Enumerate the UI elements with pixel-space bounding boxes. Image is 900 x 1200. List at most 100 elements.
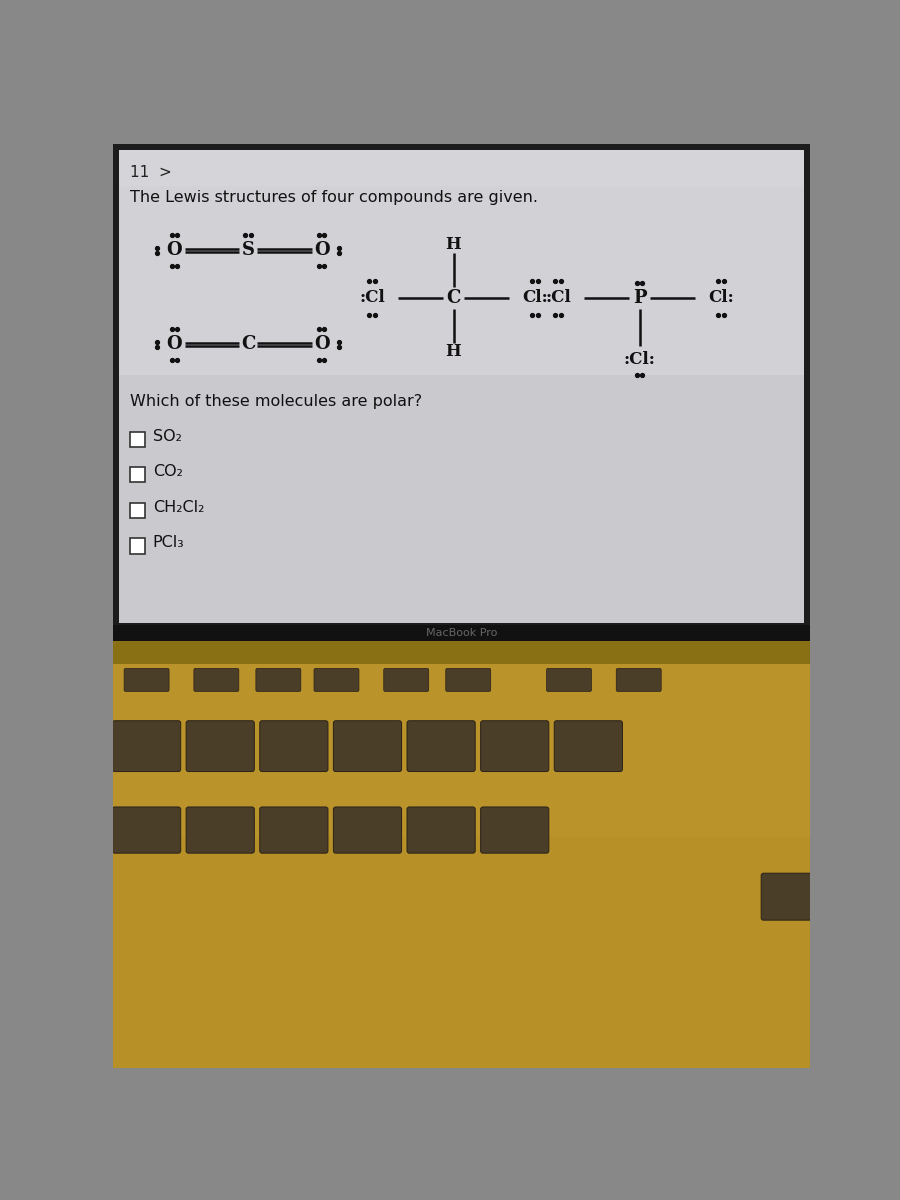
Text: :Cl:: :Cl: (624, 352, 655, 368)
FancyBboxPatch shape (194, 668, 238, 691)
Text: DII: DII (464, 672, 474, 680)
Text: %: % (216, 732, 226, 742)
FancyBboxPatch shape (333, 806, 401, 853)
FancyBboxPatch shape (481, 806, 549, 853)
Text: C: C (241, 335, 256, 353)
FancyBboxPatch shape (333, 721, 401, 772)
Bar (119, 461, 804, 485)
Text: SO₂: SO₂ (153, 430, 182, 444)
Text: O: O (166, 241, 183, 259)
FancyBboxPatch shape (260, 721, 328, 772)
FancyBboxPatch shape (616, 668, 662, 691)
Text: F7: F7 (403, 680, 411, 686)
Text: ✦: ✦ (276, 672, 283, 680)
Text: P: P (781, 890, 792, 904)
Text: 80: 80 (142, 672, 152, 680)
FancyBboxPatch shape (186, 806, 255, 853)
FancyBboxPatch shape (407, 806, 475, 853)
Text: F5: F5 (274, 680, 284, 686)
Bar (119, 184, 804, 208)
Text: Cl:: Cl: (522, 289, 548, 306)
Text: 9: 9 (510, 745, 521, 760)
Text: F9: F9 (565, 680, 574, 686)
Text: ◁: ◁ (636, 672, 643, 680)
FancyBboxPatch shape (124, 668, 169, 691)
Text: PCl₃: PCl₃ (153, 535, 184, 551)
FancyBboxPatch shape (112, 721, 181, 772)
Bar (119, 346, 804, 368)
Text: :Cl: :Cl (545, 289, 571, 306)
Bar (119, 150, 804, 374)
Text: The Lewis structures of four compounds are given.: The Lewis structures of four compounds a… (130, 191, 537, 205)
FancyBboxPatch shape (256, 668, 301, 691)
Text: 0: 0 (584, 745, 594, 760)
Text: 7: 7 (363, 745, 374, 760)
Text: O: O (314, 335, 329, 353)
Bar (130, 539, 145, 553)
Text: F8: F8 (464, 680, 473, 686)
Text: ): ) (587, 732, 591, 742)
Text: CH₂Cl₂: CH₂Cl₂ (153, 500, 204, 515)
Bar (119, 438, 804, 461)
Text: P: P (633, 289, 646, 307)
FancyBboxPatch shape (383, 668, 428, 691)
Bar (112, 625, 810, 641)
FancyBboxPatch shape (481, 721, 549, 772)
Text: ^: ^ (291, 732, 299, 742)
Bar (119, 530, 804, 553)
Bar (130, 432, 145, 448)
FancyBboxPatch shape (314, 668, 359, 691)
Text: H: H (446, 235, 462, 253)
Bar (119, 600, 804, 623)
Bar (119, 392, 804, 415)
FancyBboxPatch shape (554, 721, 623, 772)
Bar (119, 300, 804, 323)
Bar (119, 323, 804, 346)
Bar (119, 553, 804, 577)
Bar (119, 230, 804, 253)
Text: 11  >: 11 > (130, 164, 171, 180)
Text: F10: F10 (633, 680, 646, 686)
Bar (119, 208, 804, 230)
FancyBboxPatch shape (186, 721, 255, 772)
Bar (112, 144, 810, 629)
FancyBboxPatch shape (260, 806, 328, 853)
Text: 5: 5 (216, 745, 226, 760)
Bar (119, 150, 804, 623)
Bar (119, 368, 804, 392)
Text: Which of these molecules are polar?: Which of these molecules are polar? (130, 395, 422, 409)
Bar (119, 150, 804, 186)
Text: C: C (446, 289, 461, 307)
Bar (130, 503, 145, 518)
Bar (112, 374, 810, 838)
Text: O: O (314, 241, 329, 259)
Text: 000: 000 (210, 672, 224, 680)
Bar (119, 276, 804, 300)
Text: F6: F6 (333, 680, 341, 686)
Text: 6: 6 (289, 745, 300, 760)
Text: Cl:: Cl: (708, 289, 734, 306)
Bar (119, 508, 804, 530)
Bar (119, 577, 804, 600)
Text: (: ( (514, 732, 518, 742)
Text: $: $ (144, 732, 150, 742)
Text: S: S (241, 241, 255, 259)
Text: F3: F3 (143, 680, 151, 686)
Bar (119, 253, 804, 276)
Bar (112, 641, 810, 664)
Text: *: * (439, 732, 445, 742)
Bar (130, 467, 145, 482)
Bar (119, 161, 804, 184)
Text: ◀◀: ◀◀ (401, 672, 413, 680)
Bar (119, 415, 804, 438)
FancyBboxPatch shape (546, 668, 591, 691)
Text: MacBook Pro: MacBook Pro (426, 628, 497, 638)
Text: CO₂: CO₂ (153, 463, 183, 479)
Text: DD: DD (564, 672, 576, 680)
Text: O: O (166, 335, 183, 353)
FancyBboxPatch shape (761, 874, 813, 920)
Text: F4: F4 (213, 680, 221, 686)
Text: 8: 8 (436, 745, 447, 760)
Text: ✦✦: ✦✦ (331, 672, 344, 680)
Text: 4: 4 (142, 745, 153, 760)
